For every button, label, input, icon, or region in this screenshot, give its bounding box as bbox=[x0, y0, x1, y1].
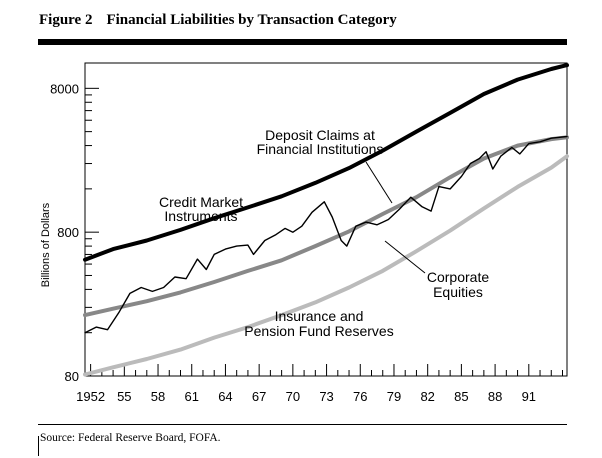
title-rule bbox=[38, 39, 567, 45]
source-rule bbox=[38, 424, 567, 425]
annotation-deposit-line: Financial Institutions bbox=[257, 141, 384, 157]
x-tick-label: 67 bbox=[252, 389, 266, 404]
credit-market-line bbox=[83, 63, 569, 262]
x-tick-label: 76 bbox=[353, 389, 367, 404]
y-tick-label: 800 bbox=[57, 225, 79, 240]
x-tick-label: 88 bbox=[488, 389, 502, 404]
corporate-equities-line bbox=[84, 135, 568, 334]
x-tick-label: 91 bbox=[522, 389, 536, 404]
x-axis: 1952 55 58 61 64 67 70 73 76 79 82 85 88 91 bbox=[76, 364, 564, 404]
x-tick-label: 73 bbox=[319, 389, 333, 404]
source-note: Source: Federal Reserve Board, FOFA. bbox=[40, 432, 221, 444]
x-tick-label: 64 bbox=[218, 389, 232, 404]
y-axis: 80 800 8000 bbox=[50, 81, 99, 384]
y-tick-label: 8000 bbox=[50, 81, 79, 96]
annotation-equities-line: Equities bbox=[433, 284, 483, 300]
figure-number: Figure 2 bbox=[39, 12, 93, 28]
series-layer bbox=[83, 63, 569, 377]
source-tick bbox=[38, 436, 39, 456]
x-tick-label: 79 bbox=[387, 389, 401, 404]
annotation-equities-line: Corporate bbox=[427, 269, 489, 285]
x-tick-label: 58 bbox=[151, 389, 165, 404]
plot-border bbox=[84, 62, 568, 377]
figure-title-text: Financial Liabilities by Transaction Cat… bbox=[106, 12, 397, 28]
annotation-equities-leader bbox=[384, 240, 426, 274]
x-tick-label: 55 bbox=[117, 389, 131, 404]
x-tick-label: 70 bbox=[286, 389, 300, 404]
annotation-insurance-line: Insurance and bbox=[275, 308, 364, 324]
y-axis-label: Billions of Dollars bbox=[40, 202, 52, 287]
annotation-credit-line: Credit Market bbox=[159, 194, 243, 210]
y-tick-label: 80 bbox=[65, 369, 79, 384]
plot-frame bbox=[84, 62, 568, 377]
x-tick-label: 61 bbox=[185, 389, 199, 404]
x-tick-label: 82 bbox=[420, 389, 434, 404]
insurance-pension-line bbox=[83, 154, 569, 377]
annotation-insurance-line: Pension Fund Reserves bbox=[244, 323, 393, 339]
x-tick-label: 1952 bbox=[76, 389, 105, 404]
annotation-deposit-leader bbox=[365, 161, 393, 204]
x-tick-label: 85 bbox=[454, 389, 468, 404]
annotation-credit-line: Instruments bbox=[164, 208, 237, 224]
annotation-deposit-line: Deposit Claims at bbox=[265, 127, 375, 143]
deposit-claims-line bbox=[83, 135, 569, 318]
figure-title: Figure 2 Financial Liabilities by Transac… bbox=[39, 12, 397, 29]
